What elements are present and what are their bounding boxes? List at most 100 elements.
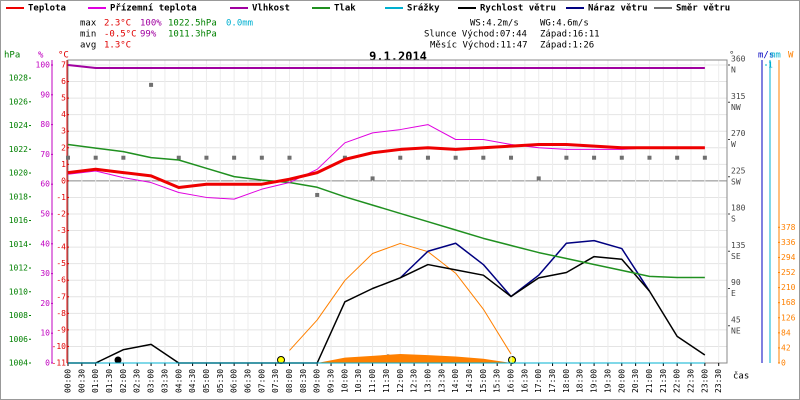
direction-label: S [731,215,736,224]
direction-point [592,155,597,160]
legend-label: Vlhkost [252,4,290,14]
y-tick-label: 4 [61,110,66,119]
summary-value: 99% [140,30,157,40]
axis-title: m/s [758,51,774,61]
summary-value: 2.3°C [104,19,131,29]
direction-point [287,155,292,160]
direction-point [315,192,320,197]
direction-label: NW [731,103,741,112]
y-tick-label: 360 [731,55,746,64]
direction-point [370,176,375,181]
axis-title: W [788,51,794,61]
summary-value: Slunce Východ:07:44 [424,30,527,40]
x-tick-label: 10:30 [354,369,363,393]
x-axis-label: čas [733,371,749,382]
y-tick-label: 10 [40,329,50,338]
direction-label: NE [731,326,741,335]
axis-title: hPa [4,51,20,61]
y-tick-label: 378 [781,223,796,232]
legend-label: Náraz větru [588,3,648,14]
y-tick-label: -2 [56,210,66,219]
direction-point [481,155,486,160]
x-tick-label: 08:30 [299,369,308,393]
y-tick-label: -5 [56,259,66,268]
y-tick-label: 6 [61,77,66,86]
y-tick-label: 1022 [9,145,28,154]
x-tick-label: 05:00 [202,369,211,393]
x-tick-label: 22:30 [687,369,696,393]
direction-point [204,155,209,160]
legend-label: Směr větru [676,3,730,14]
x-tick-label: 18:00 [562,369,571,393]
x-tick-label: 12:00 [396,369,405,393]
summary-value: 1011.3hPa [168,30,217,40]
y-tick-label: 336 [781,238,796,247]
x-tick-label: 14:30 [465,369,474,393]
direction-label: W [731,140,736,149]
x-tick-label: 18:30 [576,369,585,393]
summary-value: WG:4.6m/s [540,19,589,29]
y-tick-label: 90 [40,90,50,99]
area [317,354,512,363]
x-tick-label: 09:30 [327,369,336,393]
y-tick-label: 1028 [9,74,28,83]
x-tick-label: 20:30 [631,369,640,393]
line [67,142,705,190]
direction-point [675,155,680,160]
legend-label: Teplota [28,4,66,14]
summary-label: max [80,19,97,29]
x-tick-label: 01:30 [105,369,114,393]
y-tick-label: 1 [768,61,773,70]
x-tick-label: 00:00 [64,369,73,393]
y-tick-label: 1012 [9,264,28,273]
x-tick-label: 04:00 [174,369,183,393]
x-tick-label: 06:00 [230,369,239,393]
summary-label: avg [80,41,96,51]
y-tick-label: 84 [781,328,791,337]
y-tick-label: 1020 [9,169,28,178]
axis-title: °C [58,51,69,61]
x-tick-label: 17:00 [534,369,543,393]
y-tick-label: 168 [781,298,796,307]
x-tick-label: 10:00 [340,369,349,393]
legend-label: Tlak [334,4,356,14]
line [289,242,512,355]
y-tick-label: 30 [40,269,50,278]
x-tick-label: 21:30 [659,369,668,393]
x-tick-label: 23:30 [714,369,723,393]
y-tick-label: 1018 [9,192,28,201]
summary-value: Západ:1:26 [540,41,594,51]
x-tick-label: 03:00 [147,369,156,393]
x-tick-label: 08:00 [285,369,294,393]
legend-label: Rychlost větru [480,3,556,14]
moonset-marker [114,356,122,364]
y-tick-label: 45 [731,315,741,324]
x-tick-label: 21:00 [645,369,654,393]
x-tick-label: 15:00 [479,369,488,393]
x-tick-label: 15:30 [493,369,502,393]
direction-point [509,155,514,160]
y-tick-label: -7 [56,292,66,301]
direction-point [536,176,541,181]
y-tick-label: -3 [56,226,66,235]
y-tick-label: 0 [45,359,50,368]
x-tick-label: 07:30 [271,369,280,393]
direction-point [259,155,264,160]
y-tick-label: 2 [61,143,66,152]
summary-value: WS:4.2m/s [470,19,519,29]
legend-label: Přízemní teplota [110,4,197,14]
y-tick-label: 1 [61,160,66,169]
y-tick-label: -8 [56,309,66,318]
x-tick-label: 11:00 [368,369,377,393]
direction-point [232,155,237,160]
direction-label: N [731,66,736,75]
x-tick-label: 19:00 [590,369,599,393]
x-tick-label: 09:00 [313,369,322,393]
y-tick-label: 0 [781,359,786,368]
y-tick-label: 3 [61,127,66,136]
direction-point [66,155,70,160]
y-tick-label: 135 [731,241,746,250]
x-tick-label: 04:30 [188,369,197,393]
x-tick-label: 19:30 [603,369,612,393]
